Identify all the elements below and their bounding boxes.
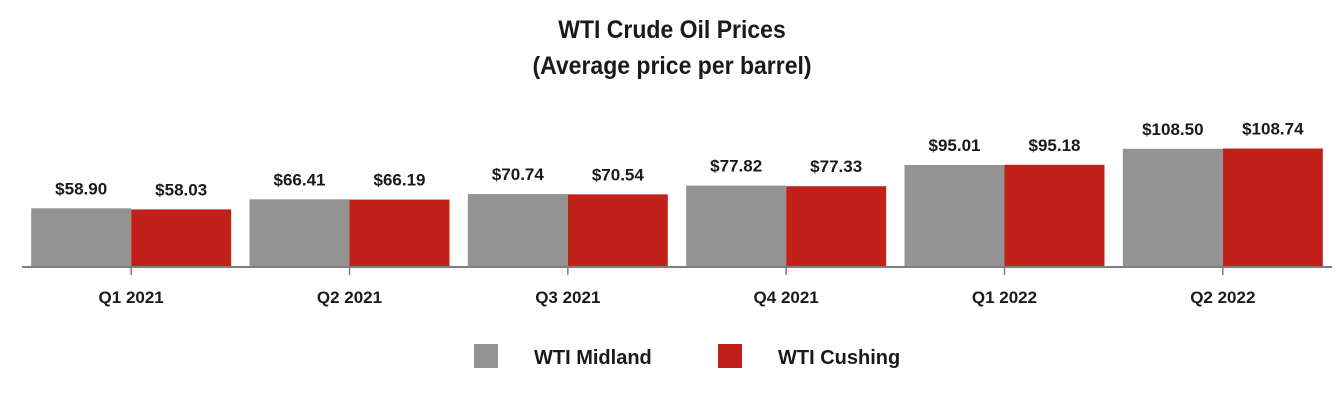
bar-wti-midland-5 [1122,148,1223,267]
data-label-wti-midland-3: $77.82 [710,157,762,176]
bar-wti-midland-3 [686,185,787,267]
bar-wti-midland-2 [467,194,568,267]
bar-wti-midland-4 [904,164,1005,267]
legend-swatch-wti-midland [474,344,498,368]
data-label-wti-midland-0: $58.90 [55,179,107,198]
data-label-wti-cushing-1: $66.19 [374,171,426,190]
data-label-wti-cushing-5: $108.74 [1242,120,1304,139]
data-label-wti-cushing-0: $58.03 [155,180,207,199]
x-tick-label-4: Q1 2022 [972,288,1037,307]
legend-label-wti-cushing: WTI Cushing [778,347,900,369]
chart-subtitle: (Average price per barrel) [532,52,812,80]
bar-wti-cushing-3 [786,186,887,267]
legend-label-wti-midland: WTI Midland [534,347,652,369]
data-label-wti-midland-4: $95.01 [929,136,981,155]
bar-wti-cushing-5 [1222,148,1323,267]
bar-wti-cushing-1 [349,199,450,267]
x-tick-label-3: Q4 2021 [754,288,819,307]
chart-title: WTI Crude Oil Prices [558,16,786,44]
bar-wti-midland-0 [31,208,132,267]
data-label-wti-cushing-4: $95.18 [1029,136,1081,155]
x-tick-label-1: Q2 2021 [317,288,382,307]
data-label-wti-midland-2: $70.74 [492,165,545,184]
data-label-wti-cushing-3: $77.33 [810,157,862,176]
bar-wti-cushing-2 [567,194,668,267]
x-tick-label-2: Q3 2021 [535,288,600,307]
bar-wti-cushing-4 [1004,164,1105,267]
x-tick-label-5: Q2 2022 [1190,288,1255,307]
bar-wti-cushing-0 [131,209,232,267]
x-tick-label-0: Q1 2021 [99,288,164,307]
data-label-wti-cushing-2: $70.54 [592,165,645,184]
legend-swatch-wti-cushing [718,344,742,368]
data-label-wti-midland-5: $108.50 [1142,120,1203,139]
data-label-wti-midland-1: $66.41 [274,170,326,189]
bar-wti-midland-1 [249,199,350,267]
